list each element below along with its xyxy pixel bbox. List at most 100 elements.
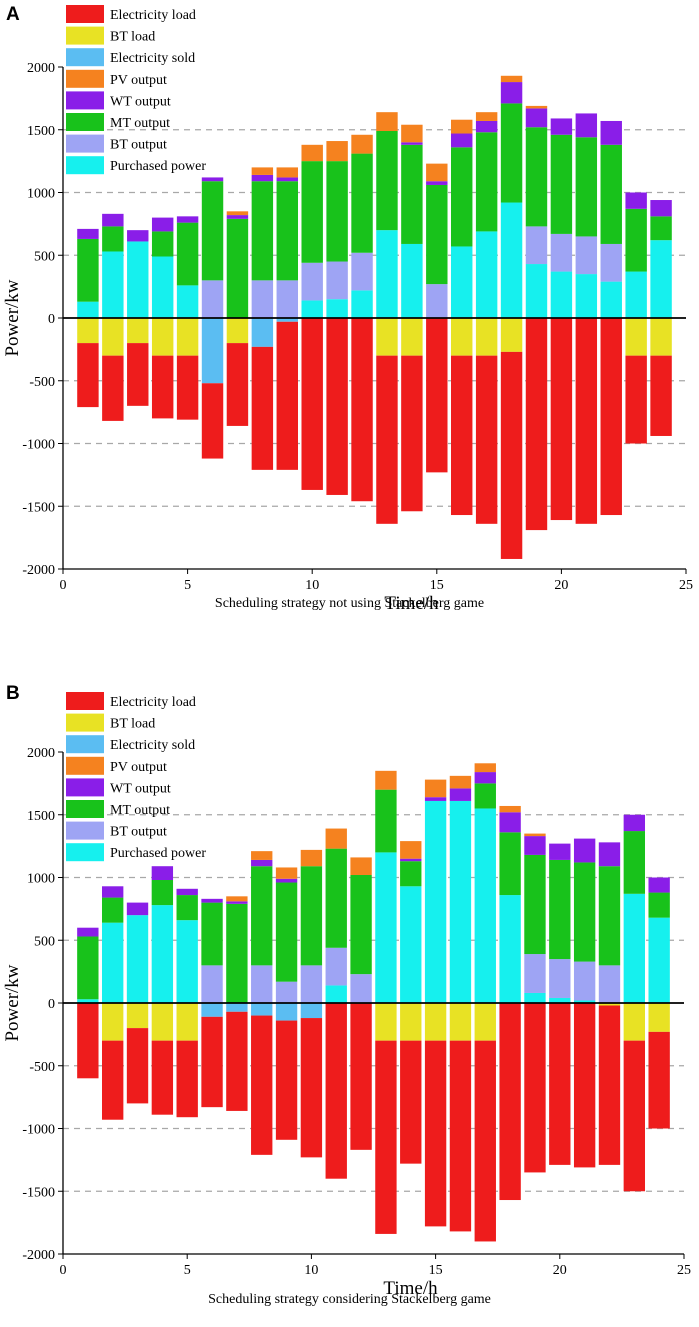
bar-segment [499, 895, 521, 1003]
bar-segment [251, 851, 273, 860]
bar-segment [351, 134, 373, 154]
bar-segment [449, 775, 472, 789]
bar-segment [226, 1011, 248, 1111]
bar-segment [499, 805, 521, 813]
bar-segment [623, 1003, 646, 1041]
y-axis-title: Power/kw [2, 964, 23, 1041]
bar-segment [650, 200, 672, 217]
bar-segment [300, 866, 323, 966]
y-tick-label: 0 [48, 997, 55, 1012]
bar-segment [326, 261, 348, 300]
bar-segment [351, 290, 373, 318]
bar-segment [401, 124, 423, 143]
legend-label: Electricity sold [110, 738, 195, 753]
bar-segment [550, 233, 573, 272]
bar-segment [625, 318, 647, 356]
bar-segment [375, 789, 397, 853]
bar-segment [251, 181, 274, 281]
bar-segment [500, 351, 523, 559]
bar-segment [500, 318, 523, 352]
bar-segment [376, 112, 398, 132]
bar-segment [400, 858, 422, 862]
bar-segment [101, 1003, 124, 1041]
x-tick-label: 15 [429, 1263, 443, 1278]
bar-segment [375, 1003, 397, 1041]
legend-swatch [66, 113, 104, 131]
bar-segment [550, 271, 573, 318]
bar-segment [325, 985, 347, 1003]
bar-segment [251, 280, 274, 318]
bar-segment [201, 1003, 223, 1017]
y-tick-label: 500 [34, 934, 55, 949]
bar-segment [449, 1003, 472, 1041]
legend-label: PV output [110, 73, 167, 88]
bar-segment [525, 127, 548, 227]
bar-segment [176, 1040, 198, 1118]
bar-segment [500, 82, 523, 104]
bar-segment [151, 318, 174, 356]
bar-segment [350, 1003, 372, 1150]
bar-segment [176, 888, 198, 896]
bar-segment [424, 779, 447, 798]
bar-segment [151, 1040, 174, 1115]
bar-segment [326, 318, 348, 495]
bar-segment [176, 1003, 198, 1041]
bar-segment [500, 202, 523, 318]
bar-segment [598, 1005, 621, 1165]
bar-segment [276, 280, 298, 318]
bar-segment [77, 318, 99, 344]
bar-segment [575, 113, 598, 138]
bar-segment [77, 301, 99, 318]
bar-segment [401, 144, 423, 244]
bar-segment [350, 857, 372, 875]
y-tick-label: -500 [29, 1060, 55, 1075]
bar-segment [325, 828, 347, 849]
bar-segment [275, 878, 298, 883]
bar-segment [126, 915, 149, 1003]
bar-segment [325, 1003, 347, 1179]
legend-label: Electricity load [110, 695, 196, 710]
chart-caption: Scheduling strategy not using Stackelber… [214, 596, 485, 611]
legend-swatch [66, 91, 104, 110]
bar-segment [474, 1040, 496, 1242]
bar-segment [400, 1003, 422, 1041]
bar-segment [376, 355, 398, 524]
legend-label: Purchased power [110, 846, 206, 861]
bar-segment [77, 228, 99, 239]
y-axis-title: Power/kw [2, 279, 23, 356]
bar-segment [424, 800, 447, 1003]
bar-segment [426, 181, 448, 185]
bar-segment [201, 1016, 223, 1108]
bar-segment [300, 965, 323, 1003]
bar-segment [275, 1020, 298, 1140]
bar-segment [598, 965, 621, 1003]
bar-segment [524, 836, 546, 855]
x-tick-label: 20 [553, 1263, 567, 1278]
bar-segment [573, 961, 596, 1001]
bar-segment [426, 284, 448, 318]
legend-label: PV output [110, 760, 167, 775]
bar-segment [474, 783, 496, 809]
legend-label: WT output [110, 781, 171, 796]
legend-swatch [66, 800, 104, 818]
legend-label: MT output [110, 116, 170, 131]
y-tick-label: 2000 [27, 746, 55, 761]
bar-segment [77, 999, 99, 1003]
bar-segment [451, 147, 473, 247]
legend-swatch [66, 735, 104, 754]
bar-segment [475, 318, 498, 356]
bar-segment [550, 134, 573, 234]
bar-segment [400, 861, 422, 887]
bar-segment [625, 192, 647, 209]
legend-label: BT output [110, 138, 167, 153]
bar-segment [350, 874, 372, 975]
x-tick-label: 0 [60, 578, 67, 593]
bar-segment [301, 161, 323, 263]
bar-segment [251, 1003, 273, 1016]
bar-segment [400, 841, 422, 859]
bar-segment [151, 880, 174, 906]
x-tick-label: 25 [677, 1263, 691, 1278]
bar-segment [600, 243, 622, 282]
bar-segment [201, 280, 224, 318]
bar-segment [201, 898, 223, 903]
